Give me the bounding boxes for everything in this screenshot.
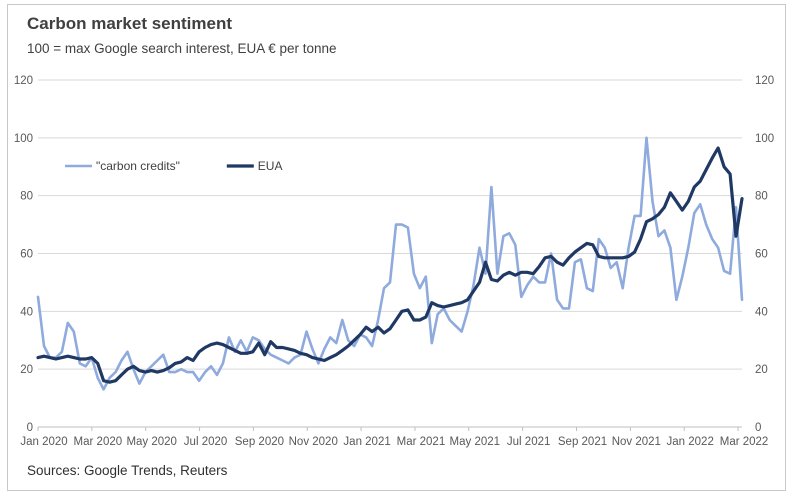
chart-subtitle: 100 = max Google search interest, EUA € … (27, 41, 337, 56)
y-tick-left-100: 100 (14, 133, 33, 145)
x-tick-label-3: Jul 2020 (184, 436, 227, 448)
y-tick-right-80: 80 (755, 191, 768, 203)
x-tick-label-8: May 2021 (450, 436, 501, 448)
x-tick-label-1: Mar 2020 (74, 436, 123, 448)
x-tick-label-11: Nov 2021 (612, 436, 661, 448)
carbon-credits-legend-label: "carbon credits" (96, 159, 180, 173)
y-tick-right-100: 100 (755, 133, 774, 145)
y-tick-left-20: 20 (20, 364, 33, 376)
gridlines (38, 79, 742, 428)
legend-item-eua: EUA (226, 159, 283, 173)
x-tick-label-2: May 2020 (126, 436, 177, 448)
chart-title: Carbon market sentiment (27, 14, 232, 33)
y-tick-left-80: 80 (20, 191, 33, 203)
figure-border (7, 4, 786, 491)
x-tick-label-9: Jul 2021 (507, 436, 550, 448)
x-tick-label-0: Jan 2020 (20, 436, 67, 448)
sources-note: Sources: Google Trends, Reuters (27, 463, 228, 478)
x-tick-label-6: Jan 2021 (343, 436, 390, 448)
x-tick-label-13: Mar 2022 (720, 436, 769, 448)
y-tick-left-0: 0 (27, 422, 33, 434)
x-tick-label-7: Mar 2021 (397, 436, 446, 448)
series-line-eua (36, 146, 744, 384)
y-tick-left-120: 120 (14, 75, 33, 87)
y-tick-left-60: 60 (20, 249, 33, 261)
y-axis-labels: 0 0 20 20 40 40 60 60 80 80 100 100 120 120 (14, 75, 774, 434)
series-line-carbon-credits (36, 136, 744, 391)
x-tick-label-10: Sep 2021 (558, 436, 607, 448)
x-tick-label-12: Jan 2022 (667, 436, 714, 448)
y-tick-right-20: 20 (755, 364, 768, 376)
y-tick-left-40: 40 (20, 306, 33, 318)
y-tick-right-0: 0 (755, 422, 761, 434)
data-series (36, 136, 744, 391)
eua-legend-label: EUA (258, 159, 283, 173)
x-tick-label-4: Sep 2020 (235, 436, 284, 448)
y-tick-right-120: 120 (755, 75, 774, 87)
x-axis-labels: Jan 2020 Mar 2020 May 2020 Jul 2020 Sep 2020… (20, 436, 768, 448)
y-tick-right-60: 60 (755, 249, 768, 261)
legend-item-carbon-credits: "carbon credits" (65, 159, 180, 173)
legend: "carbon credits" EUA (65, 159, 282, 173)
x-axis (37, 426, 742, 431)
x-tick-label-5: Nov 2020 (289, 436, 338, 448)
y-tick-right-40: 40 (755, 306, 768, 318)
